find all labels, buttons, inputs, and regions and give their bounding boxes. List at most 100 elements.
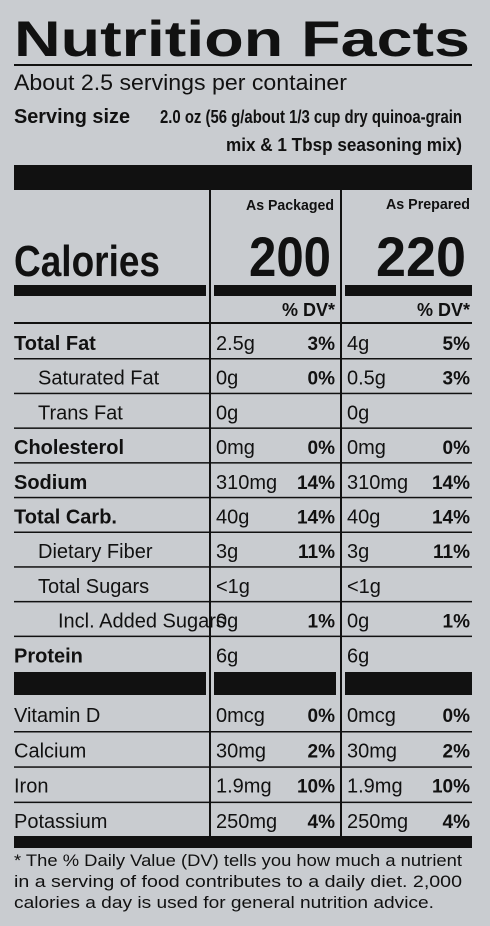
thick-bar — [345, 285, 472, 296]
daily-value: 0% — [443, 438, 471, 459]
amount: 0mg — [347, 437, 386, 459]
row-rule — [14, 801, 472, 804]
amount: 310mg — [347, 472, 408, 494]
amount: 0g — [216, 611, 238, 633]
daily-value: 0% — [443, 706, 471, 727]
thick-bar — [14, 285, 206, 296]
row-rule — [14, 462, 472, 464]
daily-value: 14% — [297, 473, 335, 494]
daily-value: 2% — [443, 741, 471, 762]
nutrient-name: Saturated Fat — [38, 368, 160, 390]
daily-value: 0% — [308, 706, 336, 727]
column-header: As Packaged — [246, 197, 334, 214]
daily-value: 14% — [432, 473, 470, 494]
amount: 2.5g — [216, 333, 255, 355]
serving-size-label: Serving size — [14, 106, 130, 128]
nutrient-name: Total Carb. — [14, 507, 117, 529]
amount: 0.5g — [347, 368, 386, 390]
nutrient-name: Sodium — [14, 472, 87, 494]
amount: 30mg — [347, 740, 397, 762]
nutrient-name: Potassium — [14, 811, 107, 833]
daily-value: 4% — [443, 812, 471, 833]
nutrient-name: Calcium — [14, 740, 86, 762]
row-rule — [14, 427, 472, 429]
row-rule — [14, 766, 472, 768]
amount: 30mg — [216, 740, 266, 762]
daily-value: 14% — [297, 508, 335, 529]
footnote: in a serving of food contributes to a da… — [14, 872, 462, 891]
servings: About 2.5 servings per container — [14, 70, 347, 95]
daily-value: 10% — [297, 777, 335, 798]
row-rule — [14, 731, 472, 733]
rule — [14, 322, 472, 324]
thick-bar — [214, 672, 336, 695]
amount: 0mcg — [216, 705, 265, 727]
amount: 40g — [347, 507, 380, 529]
amount: <1g — [347, 576, 381, 598]
nutrient-name: Protein — [14, 645, 83, 667]
daily-value: 11% — [298, 542, 335, 563]
nutrient-name: Iron — [14, 776, 48, 798]
dv-header: % DV* — [282, 300, 335, 320]
nutrient-name: Vitamin D — [14, 705, 100, 727]
daily-value: 10% — [432, 777, 470, 798]
nutrient-name: Total Fat — [14, 333, 96, 355]
amount: 0g — [347, 611, 369, 633]
footnote: * The % Daily Value (DV) tells you how m… — [14, 851, 462, 870]
thick-bar — [345, 672, 472, 695]
calories-value: 200 — [249, 225, 331, 288]
serving-size: mix & 1 Tbsp seasoning mix) — [226, 135, 462, 155]
amount: 310mg — [216, 472, 277, 494]
thick-bar — [214, 285, 336, 296]
row-rule — [14, 566, 472, 568]
daily-value: 0% — [308, 369, 336, 390]
amount: <1g — [216, 576, 250, 598]
thick-bar — [14, 836, 472, 848]
amount: 0g — [347, 402, 369, 424]
row-rule — [14, 392, 472, 395]
calories-value: 220 — [376, 225, 466, 288]
column-header: As Prepared — [386, 196, 470, 213]
amount: 3g — [216, 541, 238, 563]
daily-value: 1% — [308, 612, 336, 633]
amount: 0g — [216, 402, 238, 424]
daily-value: 1% — [443, 612, 471, 633]
row-rule — [14, 358, 472, 360]
amount: 4g — [347, 333, 369, 355]
amount: 1.9mg — [216, 776, 272, 798]
amount: 250mg — [216, 811, 277, 833]
nutrient-name: Incl. Added Sugars — [58, 611, 226, 633]
daily-value: 5% — [443, 334, 471, 355]
amount: 6g — [216, 645, 238, 667]
thick-bar — [14, 165, 472, 190]
row-rule — [14, 531, 472, 533]
nutrient-name: Total Sugars — [38, 576, 149, 598]
amount: 0g — [216, 368, 238, 390]
nutrient-name: Dietary Fiber — [38, 541, 153, 563]
daily-value: 0% — [308, 438, 336, 459]
daily-value: 2% — [308, 741, 336, 762]
daily-value: 4% — [308, 812, 336, 833]
amount: 3g — [347, 541, 369, 563]
daily-value: 3% — [308, 334, 336, 355]
row-rule — [14, 600, 472, 603]
nutrient-name: Cholesterol — [14, 437, 124, 459]
amount: 250mg — [347, 811, 408, 833]
title: Nutrition Facts — [14, 11, 470, 67]
amount: 0mcg — [347, 705, 396, 727]
dv-header: % DV* — [417, 300, 470, 320]
row-rule — [14, 635, 472, 638]
rule — [14, 64, 472, 66]
footnote: calories a day is used for general nutri… — [14, 893, 434, 912]
thick-bar — [14, 672, 206, 695]
serving-size: 2.0 oz (56 g/about 1/3 cup dry quinoa-gr… — [160, 107, 462, 127]
amount: 1.9mg — [347, 776, 403, 798]
nutrient-name: Trans Fat — [38, 402, 123, 424]
daily-value: 11% — [433, 542, 470, 563]
daily-value: 14% — [432, 508, 470, 529]
amount: 40g — [216, 507, 249, 529]
row-rule — [14, 496, 472, 499]
daily-value: 3% — [443, 369, 471, 390]
calories-label: Calories — [14, 237, 160, 286]
